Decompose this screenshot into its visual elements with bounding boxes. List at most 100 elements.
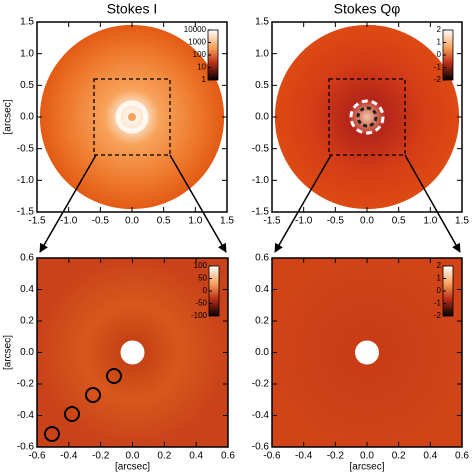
x-tick-label: -1.5	[28, 216, 46, 227]
x-tick-label: 0.0	[125, 216, 139, 227]
colorbar-tick-label: 50	[198, 274, 207, 283]
colorbar-tick-label: 1	[437, 274, 442, 283]
y-tick-label: 0.0	[255, 347, 269, 358]
x-tick-label: 0.6	[221, 451, 235, 462]
ring	[356, 106, 378, 128]
annotation-circle	[106, 368, 122, 384]
colorbar-tick-label: 100	[194, 261, 208, 270]
y-tick-label: 0.6	[255, 253, 269, 264]
x-tick-label: 0.0	[126, 451, 140, 462]
x-axis-label: [arcsec]	[349, 462, 384, 473]
colorbar-tick-label: 10	[197, 63, 206, 72]
y-tick-label: -0.4	[252, 410, 270, 421]
image	[37, 258, 228, 447]
zoom-line	[169, 154, 227, 253]
ring	[349, 99, 385, 135]
y-tick-label: -0.6	[17, 442, 35, 453]
y-tick-label: 1.5	[255, 17, 269, 28]
x-tick-label: 0.0	[360, 216, 374, 227]
annotation-circle	[44, 426, 60, 442]
colorbar-tick-label: -1	[434, 63, 442, 72]
disk	[274, 24, 460, 210]
colorbar-tick-label: 1	[437, 38, 442, 47]
zoom-lines	[39, 154, 461, 253]
x-tick-label: -0.2	[327, 451, 345, 462]
y-tick-label: 0.2	[20, 316, 34, 327]
colorbar-tick-label: 0	[437, 286, 442, 295]
y-tick-label: 0.4	[20, 284, 34, 295]
y-tick-label: -0.5	[17, 143, 35, 154]
y-tick-label: -0.2	[252, 379, 270, 390]
panel: Stokes I -1.5 -1.0 -0.5 0.0 0.5 1.0 1.5 -1.5 -1.0…	[3, 1, 235, 227]
y-tick-label: 0.0	[255, 112, 269, 123]
zoom-box	[328, 78, 406, 156]
x-tick-label: 0.2	[392, 451, 406, 462]
x-tick-label: -0.6	[28, 451, 46, 462]
x-tick-label: -0.2	[92, 451, 110, 462]
colorbar-tick-label: -2	[434, 75, 442, 84]
x-tick-label: -0.5	[92, 216, 110, 227]
mask	[355, 340, 379, 365]
zoom-line	[274, 154, 332, 253]
x-tick-label: -0.4	[60, 451, 78, 462]
x-tick-label: 1.5	[455, 216, 469, 227]
x-tick-label: -0.4	[295, 451, 313, 462]
y-tick-label: -0.4	[17, 410, 35, 421]
x-tick-label: 0.5	[392, 216, 406, 227]
x-tick-label: 0.4	[423, 451, 437, 462]
image	[274, 24, 460, 210]
zoom-line	[39, 154, 97, 253]
y-axis-label: [arcsec]	[3, 335, 14, 370]
x-tick-label: 1.5	[220, 216, 234, 227]
x-tick-label: 1.0	[188, 216, 202, 227]
y-tick-label: 1.0	[20, 48, 34, 59]
x-tick-label: -0.6	[263, 451, 281, 462]
colorbar-tick-label: 1	[202, 75, 207, 84]
x-tick-label: 1.0	[423, 216, 437, 227]
annotation-circle	[64, 406, 80, 422]
image	[39, 24, 225, 210]
colorbar-tick-label: 10000	[184, 25, 207, 34]
x-tick-label: 0.6	[455, 451, 469, 462]
x-tick-label: 0.2	[157, 451, 171, 462]
x-tick-label: 0.4	[189, 451, 203, 462]
panel: -0.6 -0.4 -0.2 0.0 0.2 0.4 0.6 -0.6 -0.4 -0.2 0.0 0…	[252, 253, 470, 473]
y-axis-label: [arcsec]	[3, 99, 14, 134]
ring	[115, 100, 149, 134]
y-tick-label: 0.0	[20, 112, 34, 123]
y-tick-label: -0.2	[17, 379, 35, 390]
colorbar-tick-label: 100	[193, 50, 207, 59]
mask	[120, 340, 145, 365]
colorbar-tick-label: 0	[203, 286, 208, 295]
y-tick-label: 1.0	[255, 48, 269, 59]
y-tick-label: -1.0	[252, 175, 270, 186]
panel-title: Stokes I	[107, 1, 158, 17]
colorbar-tick-label: 2	[437, 261, 442, 270]
colorbar-tick-label: -1	[434, 299, 442, 308]
y-tick-label: 0.6	[20, 253, 34, 264]
y-tick-label: 0.4	[255, 284, 269, 295]
y-tick-label: 0.0	[20, 347, 34, 358]
y-tick-label: -1.0	[17, 175, 35, 186]
colorbar-tick-label: 2	[437, 25, 442, 34]
y-tick-label: 1.5	[20, 17, 34, 28]
core	[128, 113, 136, 121]
zoom-line	[404, 154, 461, 253]
x-tick-label: 0.0	[360, 451, 374, 462]
x-axis-label: [arcsec]	[115, 462, 150, 473]
colorbar-tick-label: -100	[191, 311, 208, 320]
image	[272, 258, 462, 447]
colorbar-tick-label: 1000	[188, 38, 206, 47]
panel-title: Stokes Qφ	[334, 1, 401, 17]
colorbar-tick-label: 0	[437, 50, 442, 59]
y-tick-label: -1.5	[17, 207, 35, 218]
y-tick-label: -0.5	[252, 143, 270, 154]
x-tick-label: -1.0	[295, 216, 313, 227]
panel: -0.6 -0.4 -0.2 0.0 0.2 0.4 0.6 -0.6 -0.4 -0.2 0.0 0…	[3, 253, 236, 473]
colorbar-tick-label: -2	[434, 311, 442, 320]
zoom-box	[93, 78, 171, 156]
annotation-circle	[85, 387, 101, 403]
y-tick-label: 0.5	[255, 80, 269, 91]
panel: Stokes Qφ -1.5 -1.0 -0.5 0.0 0.5 1.0 1.5 -1.5 -1.…	[252, 1, 470, 227]
